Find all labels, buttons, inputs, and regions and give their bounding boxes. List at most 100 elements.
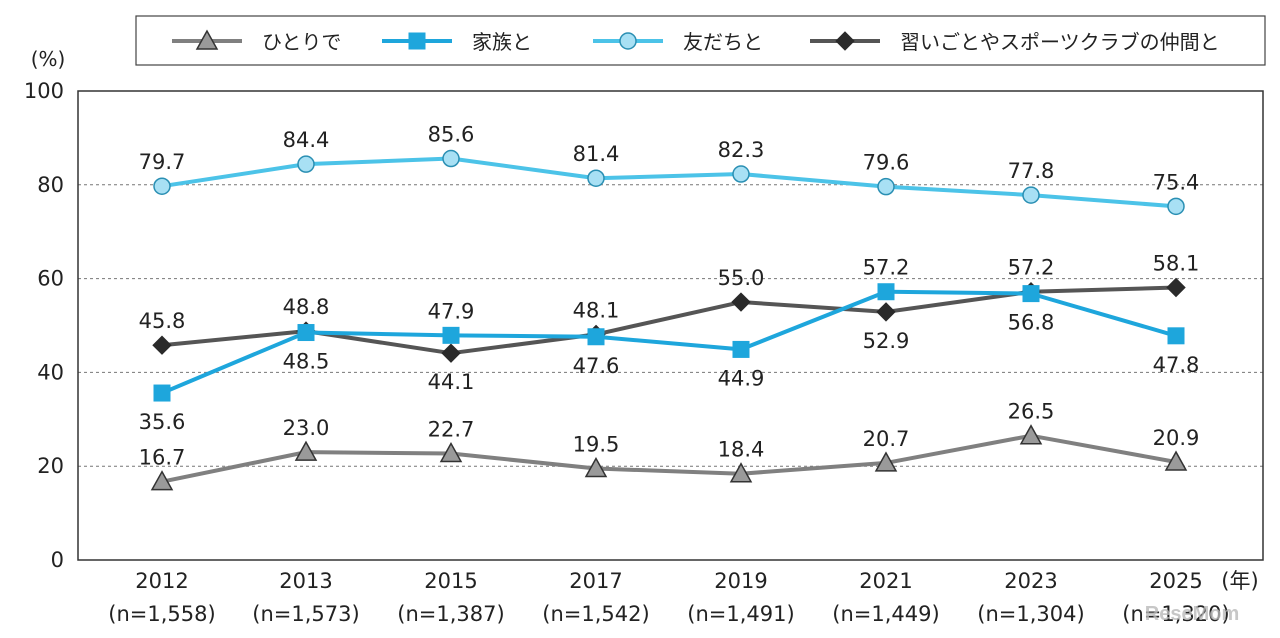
series-circle: [153, 149, 1185, 216]
data-label: 47.9: [428, 299, 475, 323]
legend: ひとりで 家族と 友だちと 習いごとやスポーツクラブの仲間と: [172, 29, 1220, 54]
data-label: 20.9: [1153, 426, 1200, 450]
legend-label: ひとりで: [262, 30, 341, 54]
data-label: 44.1: [428, 370, 475, 394]
x-tick-sample-size: (n=1,573): [252, 602, 359, 626]
plot-frame: [77, 90, 1264, 561]
data-point: [153, 177, 171, 195]
x-tick-label: 2013: [279, 569, 332, 593]
x-tick-label: 2025: [1149, 569, 1202, 593]
data-point: [297, 155, 315, 173]
series-square: [153, 283, 1185, 402]
data-point: [732, 165, 750, 183]
data-point: [584, 457, 608, 478]
data-label: 48.1: [573, 298, 620, 322]
data-label: 16.7: [139, 446, 186, 470]
data-label: 56.8: [1008, 311, 1055, 335]
y-tick-labels: 0 20 40 60 80 100: [24, 79, 64, 572]
series-triangle: [150, 424, 1188, 491]
data-point: [441, 343, 461, 363]
data-point: [153, 384, 171, 402]
legend-marker: [195, 29, 219, 50]
data-label: 55.0: [718, 266, 765, 290]
x-tick-sample-size: (n=1,558): [108, 602, 215, 626]
data-point: [442, 149, 460, 168]
data-point: [1019, 424, 1043, 445]
legend-label: 習いごとやスポーツクラブの仲間と: [900, 30, 1220, 54]
data-point: [731, 292, 751, 312]
x-tick-sample-size: (n=1,542): [542, 602, 649, 626]
y-axis-unit: (%): [31, 47, 66, 71]
x-tick-label: 2019: [714, 569, 767, 593]
data-point: [1022, 285, 1040, 303]
data-label: 58.1: [1153, 252, 1200, 276]
x-tick-labels: 2012 (n=1,558) 2013 (n=1,573) 2015 (n=1,387) 2…: [108, 569, 1229, 626]
data-point: [442, 326, 460, 344]
data-label: 57.2: [1008, 256, 1055, 280]
data-label: 22.7: [428, 418, 475, 442]
legend-label: 家族と: [472, 30, 532, 54]
data-point: [876, 302, 896, 322]
data-label: 85.6: [428, 123, 475, 147]
y-tick-label: 20: [37, 454, 64, 478]
data-point: [874, 451, 898, 472]
legend-box: [135, 15, 1266, 66]
data-label: 52.9: [863, 329, 910, 353]
data-labels: 16.7 23.0 22.7 19.5 18.4 20.7 26.5 20.9 35.6 48.5…: [139, 123, 1200, 470]
data-point: [1022, 186, 1040, 204]
x-tick-label: 2017: [569, 569, 622, 593]
data-label: 77.8: [1008, 159, 1055, 183]
data-label: 48.8: [283, 295, 330, 319]
legend-item-circle: 友だちと: [593, 30, 763, 54]
grid: [78, 184, 1263, 467]
data-point: [1167, 197, 1185, 216]
data-label: 79.7: [139, 150, 186, 174]
data-label: 44.9: [718, 366, 765, 390]
data-label: 48.5: [283, 350, 330, 374]
data-label: 26.5: [1008, 400, 1055, 424]
legend-item-square: 家族と: [382, 30, 532, 54]
data-label: 79.6: [863, 151, 910, 175]
x-tick-label: 2021: [859, 569, 912, 593]
x-tick-sample-size: (n=1,491): [687, 602, 794, 626]
legend-label: 友だちと: [683, 30, 763, 54]
x-tick-sample-size: (n=1,320): [1122, 602, 1229, 626]
data-label: 75.4: [1153, 170, 1200, 194]
y-tick-label: 60: [37, 267, 64, 291]
data-point: [150, 470, 174, 491]
data-point: [877, 177, 895, 196]
legend-marker: [619, 32, 637, 50]
data-label: 19.5: [573, 433, 620, 457]
data-label: 82.3: [718, 138, 765, 162]
series-line: [161, 289, 1177, 395]
legend-item-diamond: 習いごとやスポーツクラブの仲間と: [810, 30, 1220, 54]
x-tick-label: 2023: [1004, 569, 1057, 593]
data-point: [152, 335, 172, 355]
data-point: [729, 462, 753, 483]
data-point: [1166, 277, 1186, 298]
series-layer: 16.7 23.0 22.7 19.5 18.4 20.7 26.5 20.9 35.6 48.5…: [139, 123, 1200, 491]
data-point: [587, 328, 605, 346]
legend-marker: [835, 31, 855, 51]
x-axis-unit: (年): [1221, 569, 1258, 593]
data-point: [877, 283, 895, 301]
data-label: 81.4: [573, 142, 620, 166]
data-label: 45.8: [139, 309, 186, 333]
x-tick-label: 2012: [135, 569, 188, 593]
series-line: [161, 433, 1177, 484]
data-label: 84.4: [283, 128, 330, 152]
y-tick-label: 80: [37, 173, 64, 197]
x-tick-sample-size: (n=1,449): [832, 602, 939, 626]
data-point: [587, 169, 605, 187]
data-point: [1164, 450, 1188, 471]
y-tick-label: 100: [24, 79, 64, 103]
legend-marker: [408, 32, 426, 50]
legend-item-triangle: ひとりで: [172, 29, 341, 54]
data-label: 23.0: [283, 416, 330, 440]
data-label: 35.6: [139, 410, 186, 434]
x-tick-label: 2015: [424, 569, 477, 593]
data-label: 20.7: [863, 427, 910, 451]
watermark: ReseMom: [1145, 603, 1239, 625]
y-tick-label: 40: [37, 360, 64, 384]
